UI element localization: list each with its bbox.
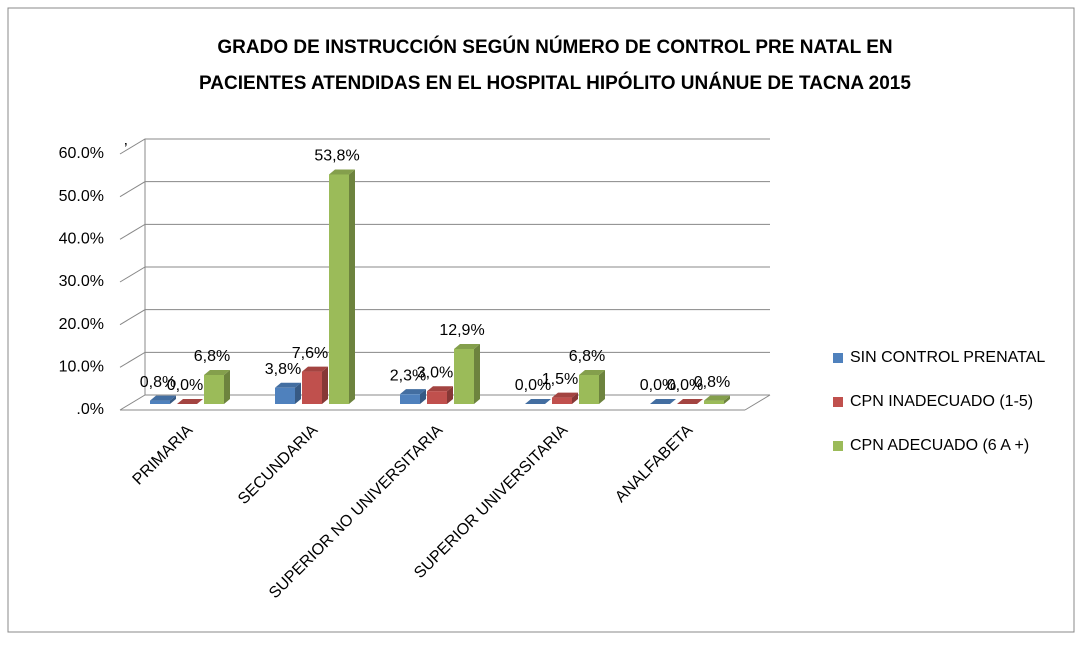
y-tick-label: 40.0% bbox=[59, 231, 104, 248]
data-label: 6,8% bbox=[194, 348, 230, 365]
bar bbox=[454, 348, 474, 404]
grid-line bbox=[119, 181, 770, 198]
data-label: 3,0% bbox=[417, 364, 453, 381]
bar-side bbox=[599, 369, 605, 404]
y-tick-label: 20.0% bbox=[59, 316, 104, 333]
legend-label: CPN ADECUADO (6 A +) bbox=[850, 437, 1029, 454]
bar-top bbox=[552, 392, 578, 398]
data-label: 0,0% bbox=[167, 377, 203, 394]
chart-title: PACIENTES ATENDIDAS EN EL HOSPITAL HIPÓL… bbox=[199, 72, 911, 94]
annotation: ’ bbox=[124, 141, 128, 158]
data-label: 0,0% bbox=[515, 377, 551, 394]
bar-side bbox=[572, 392, 578, 404]
data-label: 6,8% bbox=[569, 348, 605, 365]
legend-label: SIN CONTROL PRENATAL bbox=[850, 349, 1045, 366]
data-label: 0,0% bbox=[667, 377, 703, 394]
bar bbox=[400, 394, 420, 404]
bar-top bbox=[427, 386, 453, 392]
bar-side bbox=[349, 169, 355, 404]
bar bbox=[579, 374, 599, 404]
bar bbox=[275, 387, 295, 404]
grid-line bbox=[119, 223, 770, 240]
bar-top bbox=[579, 369, 605, 375]
data-label: 7,6% bbox=[292, 345, 328, 362]
chart-title: GRADO DE INSTRUCCIÓN SEGÚN NÚMERO DE CON… bbox=[217, 36, 892, 58]
bar-top bbox=[454, 343, 480, 349]
chart-border bbox=[7, 7, 1075, 633]
y-tick-label: 60.0% bbox=[59, 145, 104, 162]
bar-side bbox=[170, 395, 176, 404]
bar bbox=[329, 174, 349, 404]
y-tick-label: 50.0% bbox=[59, 188, 104, 205]
bar-top bbox=[400, 389, 426, 395]
data-label: 53,8% bbox=[314, 148, 359, 165]
bar-top bbox=[677, 399, 703, 404]
legend-swatch bbox=[833, 441, 843, 451]
data-label: 2,3% bbox=[390, 367, 426, 384]
axis-line bbox=[744, 394, 771, 411]
bar-top bbox=[302, 366, 328, 372]
y-tick-label: 10.0% bbox=[59, 359, 104, 376]
y-tick-label: 30.0% bbox=[59, 273, 104, 290]
bar-top bbox=[329, 169, 355, 175]
bar-side bbox=[447, 386, 453, 404]
data-label: 0,8% bbox=[694, 374, 730, 391]
bar bbox=[302, 371, 322, 404]
bar-side bbox=[724, 395, 730, 404]
grid-line bbox=[119, 351, 770, 368]
data-label: 12,9% bbox=[439, 322, 484, 339]
data-label: 0,0% bbox=[640, 377, 676, 394]
bar-top bbox=[150, 395, 176, 401]
grid-line bbox=[119, 309, 770, 326]
bar-top bbox=[704, 395, 730, 401]
bar bbox=[704, 400, 724, 404]
bar bbox=[427, 391, 447, 404]
bar-top bbox=[177, 399, 203, 404]
grid-line bbox=[119, 138, 770, 155]
bar bbox=[204, 374, 224, 404]
bar-side bbox=[322, 366, 328, 404]
legend-swatch bbox=[833, 353, 843, 363]
data-label: 0,8% bbox=[140, 374, 176, 391]
y-tick-label: .0% bbox=[76, 401, 104, 418]
data-label: 3,8% bbox=[265, 361, 301, 378]
bar bbox=[150, 400, 170, 404]
data-label: 1,5% bbox=[542, 371, 578, 388]
grid-line bbox=[119, 266, 770, 283]
bar-side bbox=[474, 343, 480, 404]
legend-label: CPN INADECUADO (1-5) bbox=[850, 393, 1033, 410]
legend-swatch bbox=[833, 397, 843, 407]
bar-top bbox=[650, 399, 676, 404]
bar-side bbox=[295, 382, 301, 404]
bar-side bbox=[420, 389, 426, 404]
bar-top bbox=[204, 369, 230, 375]
bar-side bbox=[224, 369, 230, 404]
bar bbox=[552, 397, 572, 404]
bar-top bbox=[275, 382, 301, 388]
bar-top bbox=[525, 399, 551, 404]
